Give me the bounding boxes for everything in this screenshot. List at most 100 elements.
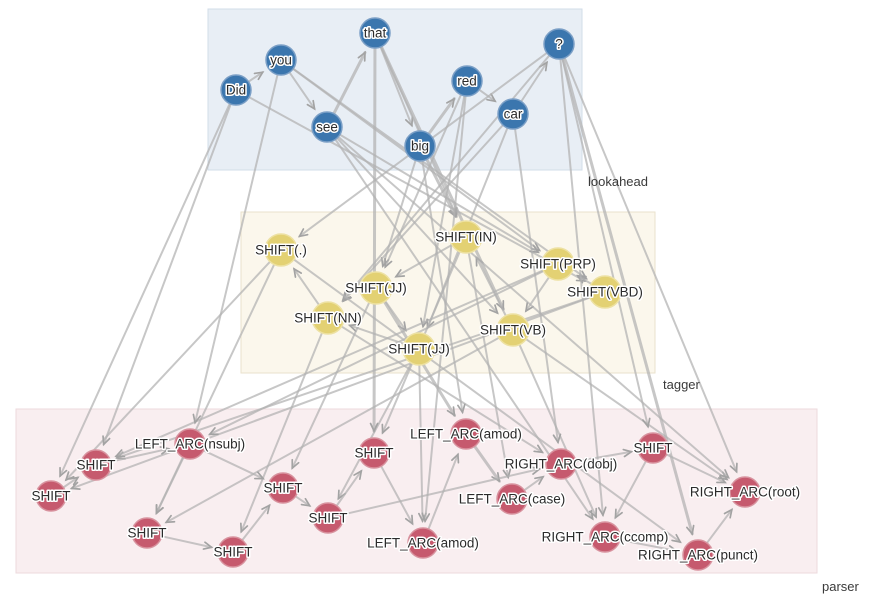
edge-w_red-w_car	[476, 87, 497, 103]
edge-p6-p7	[292, 494, 312, 507]
parser-node-p15[interactable]: LEFT_ARC(amod)	[366, 527, 480, 559]
node-circle[interactable]	[729, 476, 761, 508]
node-label: RIGHT_ARC(dobj)	[505, 457, 618, 472]
edge-w_q-p13	[562, 55, 738, 474]
edge-w_see-w_that	[331, 50, 367, 117]
node-label: SHIFT	[264, 481, 303, 496]
edge-w_car-w_q	[519, 60, 549, 105]
node-circle[interactable]	[312, 502, 344, 534]
edge-w_car-p10	[513, 125, 562, 445]
parser-node-p2[interactable]: SHIFT	[75, 449, 117, 481]
lookahead-node-w_red[interactable]: red	[451, 65, 483, 97]
edge-p14-p16	[616, 538, 679, 554]
lookahead-node-w_big[interactable]: big	[404, 130, 436, 162]
lookahead-node-w_you[interactable]: you	[265, 44, 297, 76]
edge-p3-p4	[155, 454, 186, 516]
node-circle[interactable]	[220, 74, 252, 106]
tagger-node-t_in[interactable]: SHIFT(IN)	[434, 220, 498, 254]
node-circle[interactable]	[545, 448, 577, 480]
lookahead-node-w_did[interactable]: Did	[220, 74, 252, 106]
tagger-node-t_dot[interactable]: SHIFT(.)	[254, 233, 308, 267]
edge-w_did-p1	[59, 100, 232, 478]
node-label: SHIFT	[77, 458, 116, 473]
node-label: SHIFT	[32, 489, 71, 504]
edge-t_jj1-p6	[291, 299, 372, 470]
lookahead-node-w_that[interactable]: that	[359, 17, 391, 49]
edge-w_big-w_red	[426, 97, 456, 137]
node-circle[interactable]	[449, 220, 483, 254]
tagger-node-t_vbd[interactable]: SHIFT(VBD)	[566, 275, 644, 309]
node-circle[interactable]	[588, 275, 622, 309]
node-circle[interactable]	[450, 418, 482, 450]
parser-node-p1[interactable]: SHIFT	[30, 480, 72, 512]
node-circle[interactable]	[264, 233, 298, 267]
node-circle[interactable]	[451, 65, 483, 97]
node-circle[interactable]	[311, 301, 345, 335]
node-circle[interactable]	[174, 428, 206, 460]
edge-p2-p3	[107, 446, 171, 464]
edge-t_vb-t_in	[475, 255, 508, 319]
node-circle[interactable]	[496, 483, 528, 515]
lookahead-node-w_q[interactable]: ?	[543, 28, 575, 60]
parser-node-p7[interactable]: SHIFT	[307, 502, 349, 534]
node-label: SHIFT(.)	[255, 243, 307, 258]
parser-node-p13[interactable]: RIGHT_ARC(root)	[688, 476, 802, 508]
tagger-node-t_jj2[interactable]: SHIFT(JJ)	[387, 332, 451, 366]
node-circle[interactable]	[543, 28, 575, 60]
parser-node-p16[interactable]: RIGHT_ARC(punct)	[636, 539, 760, 571]
node-label: Did	[226, 83, 246, 98]
edge-w_big-t_in	[424, 156, 458, 219]
edge-p9-p11	[472, 443, 501, 483]
edge-p15-p9	[426, 452, 460, 532]
edge-t_vb-p14	[517, 341, 598, 519]
node-label: SHIFT(VB)	[480, 323, 546, 338]
node-label: red	[457, 74, 477, 89]
node-label: SHIFT(NN)	[294, 311, 362, 326]
node-circle[interactable]	[359, 17, 391, 49]
node-circle[interactable]	[358, 437, 390, 469]
parser-node-p11[interactable]: LEFT_ARC(case)	[457, 483, 567, 515]
node-circle[interactable]	[407, 527, 439, 559]
node-circle[interactable]	[402, 332, 436, 366]
tagger-node-t_prp[interactable]: SHIFT(PRP)	[519, 247, 597, 281]
parser-node-p9[interactable]: LEFT_ARC(amod)	[409, 418, 523, 450]
tagger-node-t_nn[interactable]: SHIFT(NN)	[293, 301, 363, 335]
node-label: you	[270, 53, 292, 68]
node-circle[interactable]	[80, 449, 112, 481]
node-circle[interactable]	[267, 472, 299, 504]
parser-node-p4[interactable]: SHIFT	[126, 517, 168, 549]
edge-p10-p12	[572, 448, 634, 463]
lookahead-node-w_see[interactable]: see	[311, 111, 343, 143]
node-circle[interactable]	[311, 111, 343, 143]
edge-t_nn-t_dot	[292, 267, 322, 308]
edge-w_q-p14	[559, 55, 607, 518]
tagger-node-t_jj1[interactable]: SHIFT(JJ)	[344, 271, 408, 305]
node-circle[interactable]	[265, 44, 297, 76]
node-circle[interactable]	[217, 536, 249, 568]
parser-node-p10[interactable]: RIGHT_ARC(dobj)	[503, 448, 619, 480]
edge-w_did-t_vbd	[246, 95, 587, 282]
node-circle[interactable]	[497, 98, 529, 130]
node-circle[interactable]	[541, 247, 575, 281]
parser-node-p6[interactable]: SHIFT	[262, 472, 304, 504]
parser-node-p8[interactable]: SHIFT	[353, 437, 395, 469]
node-circle[interactable]	[682, 539, 714, 571]
lookahead-node-w_car[interactable]: car	[497, 98, 529, 130]
edge-t_in-t_jj1	[394, 242, 455, 278]
parser-node-p12[interactable]: SHIFT	[632, 432, 674, 464]
node-circle[interactable]	[131, 517, 163, 549]
edge-t_nn-p5	[240, 329, 324, 534]
edge-w_q-t_nn	[341, 52, 552, 302]
parser-node-p5[interactable]: SHIFT	[212, 536, 254, 568]
parser-node-p14[interactable]: RIGHT_ARC(ccomp)	[540, 521, 670, 553]
node-circle[interactable]	[35, 480, 67, 512]
node-circle[interactable]	[637, 432, 669, 464]
tagger-node-t_vb[interactable]: SHIFT(VB)	[479, 313, 548, 347]
node-circle[interactable]	[496, 313, 530, 347]
edge-w_see-t_vb	[334, 135, 499, 315]
edge-p1-p2	[60, 476, 80, 490]
node-circle[interactable]	[359, 271, 393, 305]
node-circle[interactable]	[404, 130, 436, 162]
parser-node-p3[interactable]: LEFT_ARC(nsubj)	[133, 428, 247, 460]
node-circle[interactable]	[589, 521, 621, 553]
